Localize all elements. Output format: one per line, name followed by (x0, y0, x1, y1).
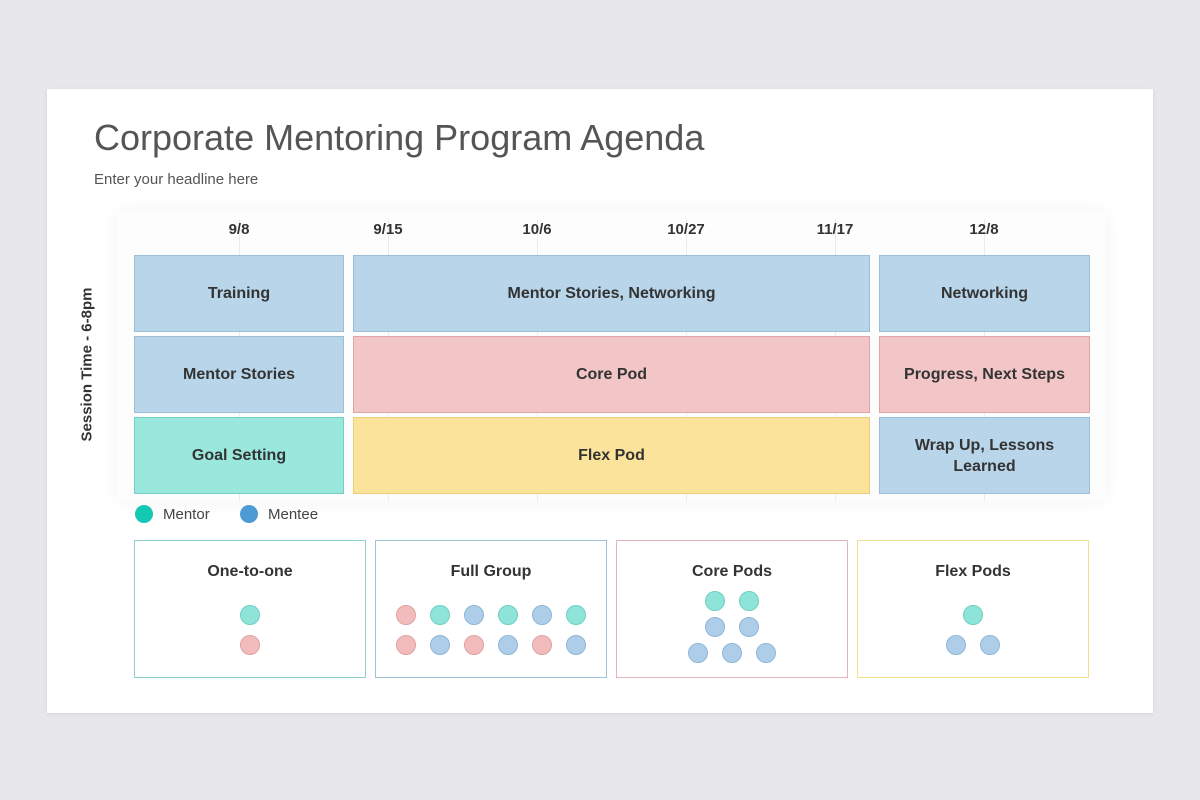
session-cell: Core Pod (353, 336, 870, 413)
session-cell: Goal Setting (134, 417, 344, 494)
session-cell: Flex Pod (353, 417, 870, 494)
mentee-circle (464, 635, 484, 655)
group-card-full-group: Full Group (375, 540, 607, 678)
date-label: 9/8 (228, 221, 250, 238)
mentee-circle (688, 643, 708, 663)
mentee-circle (946, 635, 966, 655)
session-cell: Networking (879, 255, 1090, 332)
group-card-flex-pods: Flex Pods (857, 540, 1089, 678)
card-title: Full Group (450, 563, 532, 580)
mentee-circle (464, 605, 484, 625)
mentee-circle (739, 617, 759, 637)
legend-mentor: Mentor (135, 505, 210, 523)
mentee-circle (240, 635, 260, 655)
mentor-dot (135, 505, 153, 523)
mentee-circle (396, 635, 416, 655)
card-title: One-to-one (207, 563, 293, 580)
mentee-circle (498, 635, 518, 655)
mentee-circle (532, 605, 552, 625)
mentee-circle (756, 643, 776, 663)
group-card-core-pods: Core Pods (616, 540, 848, 678)
mentee-circle (532, 635, 552, 655)
mentor-circle (705, 591, 725, 611)
mentor-circle (566, 605, 586, 625)
session-cell: Training (134, 255, 344, 332)
mentee-circle (980, 635, 1000, 655)
date-label: 10/6 (522, 221, 552, 238)
session-cell: Progress, Next Steps (879, 336, 1090, 413)
page-subtitle: Enter your headline here (94, 171, 259, 188)
mentee-circle (396, 605, 416, 625)
mentor-circle (739, 591, 759, 611)
date-label: 11/17 (816, 221, 854, 238)
mentee-circle (430, 635, 450, 655)
schedule-panel: 9/8 9/15 10/6 10/27 11/17 12/8 Training … (117, 211, 1105, 501)
card-title: Core Pods (691, 563, 772, 580)
card-title: Flex Pods (935, 563, 1011, 580)
session-time-label: Session Time - 6-8pm (78, 287, 96, 442)
date-label: 9/15 (373, 221, 403, 238)
mentor-circle (498, 605, 518, 625)
mentee-circle (566, 635, 586, 655)
legend-mentee: Mentee (240, 505, 318, 523)
mentee-circle (705, 617, 725, 637)
mentor-circle (430, 605, 450, 625)
legend-label: Mentee (268, 505, 319, 523)
session-cell: Mentor Stories, Networking (353, 255, 870, 332)
page-title: Corporate Mentoring Program Agenda (94, 117, 705, 158)
date-label: 12/8 (969, 221, 999, 238)
mentee-circle (722, 643, 742, 663)
group-card-one-to-one: One-to-one (134, 540, 366, 678)
mentor-circle (240, 605, 260, 625)
slide: Corporate Mentoring Program Agenda Enter… (47, 89, 1153, 713)
session-cell: Wrap Up, Lessons Learned (879, 417, 1090, 494)
legend-label: Mentor (163, 505, 210, 523)
session-cell: Mentor Stories (134, 336, 344, 413)
date-label: 10/27 (667, 221, 705, 238)
mentee-dot (240, 505, 258, 523)
mentor-circle (963, 605, 983, 625)
